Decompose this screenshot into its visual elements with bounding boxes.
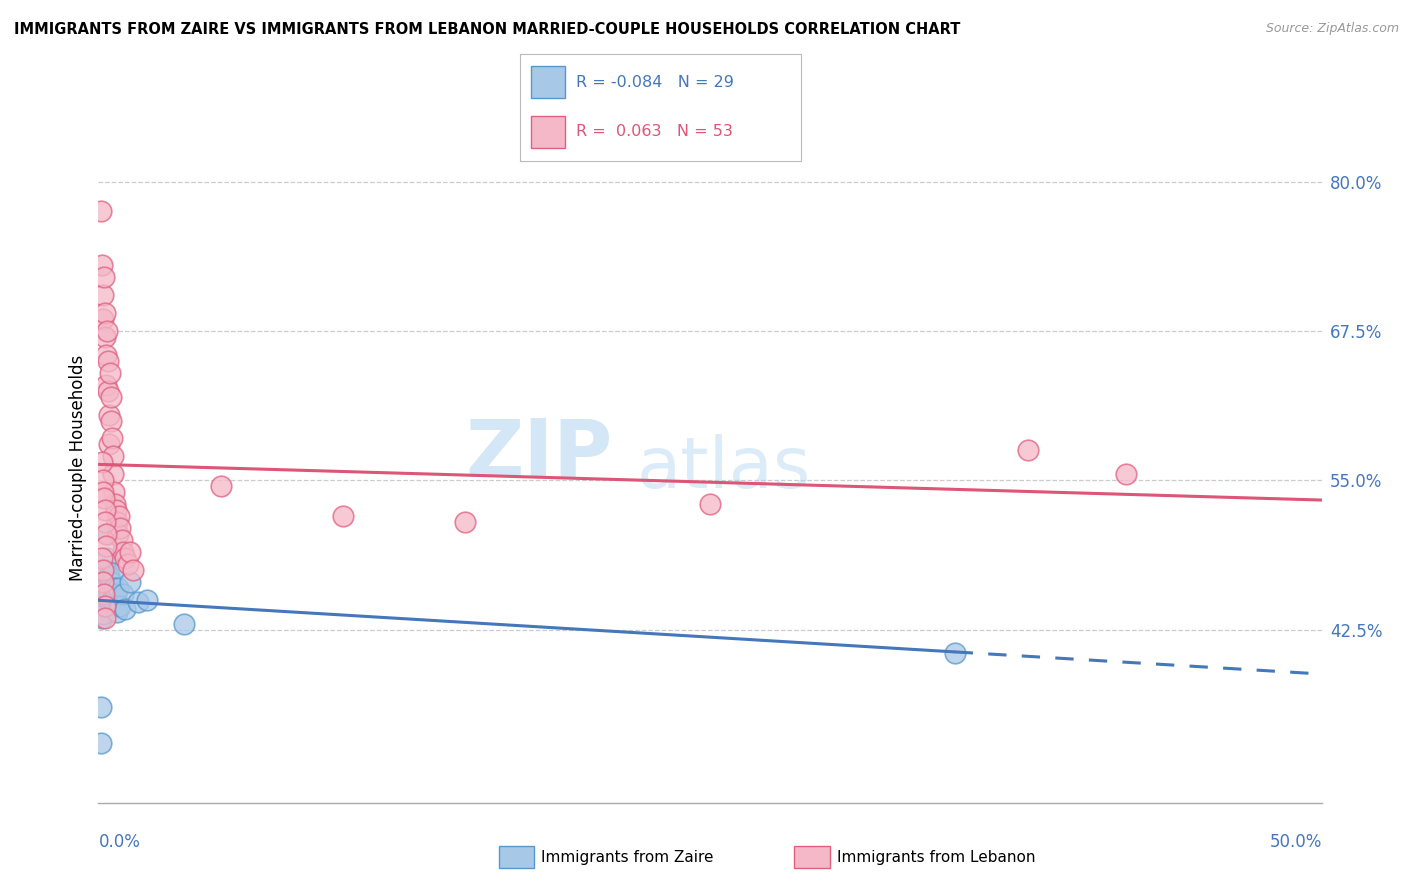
Text: Source: ZipAtlas.com: Source: ZipAtlas.com <box>1265 22 1399 36</box>
Point <box>97 384 120 398</box>
FancyBboxPatch shape <box>531 116 565 148</box>
Point <box>90 204 112 219</box>
Text: 0.0%: 0.0% <box>98 833 141 851</box>
Point <box>104 503 127 517</box>
Point <box>91 455 114 469</box>
Point <box>108 509 131 524</box>
Point <box>103 581 125 595</box>
Point <box>699 497 721 511</box>
Text: IMMIGRANTS FROM ZAIRE VS IMMIGRANTS FROM LEBANON MARRIED-COUPLE HOUSEHOLDS CORRE: IMMIGRANTS FROM ZAIRE VS IMMIGRANTS FROM… <box>14 22 960 37</box>
Point <box>101 566 124 581</box>
Point <box>97 569 120 583</box>
Point <box>98 595 121 609</box>
FancyBboxPatch shape <box>531 66 565 98</box>
Point <box>97 353 120 368</box>
Point <box>98 587 121 601</box>
Point <box>94 527 117 541</box>
Point <box>100 413 122 427</box>
Point <box>94 348 117 362</box>
Point <box>90 700 112 714</box>
Point <box>1017 443 1039 458</box>
Point <box>91 473 114 487</box>
Point <box>94 591 117 605</box>
Point <box>97 571 120 585</box>
Text: Immigrants from Zaire: Immigrants from Zaire <box>541 850 714 864</box>
Point <box>96 539 118 553</box>
Point <box>93 599 115 613</box>
Text: atlas: atlas <box>637 434 811 503</box>
Point <box>100 390 122 404</box>
Point <box>105 605 128 619</box>
Point <box>93 503 115 517</box>
Point <box>127 595 149 609</box>
Point <box>93 270 115 285</box>
Point <box>107 527 129 541</box>
Point <box>96 377 118 392</box>
Point <box>111 545 134 559</box>
Point <box>105 515 128 529</box>
Point <box>101 592 124 607</box>
Point <box>94 330 117 344</box>
Point <box>114 550 136 565</box>
Point <box>100 574 122 589</box>
Point <box>91 563 114 577</box>
Point <box>93 306 115 320</box>
Point <box>96 324 118 338</box>
Point <box>91 312 114 326</box>
Point <box>104 587 127 601</box>
Text: R =  0.063   N = 53: R = 0.063 N = 53 <box>576 124 734 139</box>
Point <box>98 366 121 380</box>
Point <box>111 533 134 547</box>
Point <box>93 599 115 613</box>
Point <box>101 450 124 464</box>
Point <box>209 479 232 493</box>
Point <box>173 616 195 631</box>
Point <box>136 592 159 607</box>
Point <box>120 545 142 559</box>
Point <box>1115 467 1137 482</box>
Point <box>103 485 125 500</box>
Point <box>120 574 142 589</box>
Point <box>943 647 966 661</box>
Point <box>91 610 114 624</box>
Point <box>97 527 120 541</box>
Point <box>454 515 477 529</box>
Point <box>110 599 132 613</box>
Point <box>91 288 114 302</box>
Point <box>91 485 114 500</box>
Point <box>94 610 117 624</box>
Point <box>96 550 118 565</box>
Point <box>93 587 115 601</box>
Text: R = -0.084   N = 29: R = -0.084 N = 29 <box>576 75 734 90</box>
Point <box>93 491 115 505</box>
Point <box>117 557 139 571</box>
Point <box>97 408 120 422</box>
Point <box>93 581 115 595</box>
Y-axis label: Married-couple Households: Married-couple Households <box>69 355 87 582</box>
Point <box>98 437 121 451</box>
Point <box>101 467 124 482</box>
Point <box>114 602 136 616</box>
Point <box>94 515 117 529</box>
Point <box>101 432 124 446</box>
Point <box>332 509 354 524</box>
Point <box>91 550 114 565</box>
Point <box>91 258 114 272</box>
Text: ZIP: ZIP <box>465 416 612 494</box>
Text: Immigrants from Lebanon: Immigrants from Lebanon <box>837 850 1035 864</box>
Point <box>94 563 117 577</box>
Point <box>110 521 132 535</box>
Text: 50.0%: 50.0% <box>1270 833 1322 851</box>
Point <box>121 563 143 577</box>
Point <box>91 574 114 589</box>
Point <box>104 497 127 511</box>
Point <box>91 607 114 621</box>
Point <box>111 587 134 601</box>
Point <box>90 736 112 750</box>
Point <box>107 581 129 595</box>
